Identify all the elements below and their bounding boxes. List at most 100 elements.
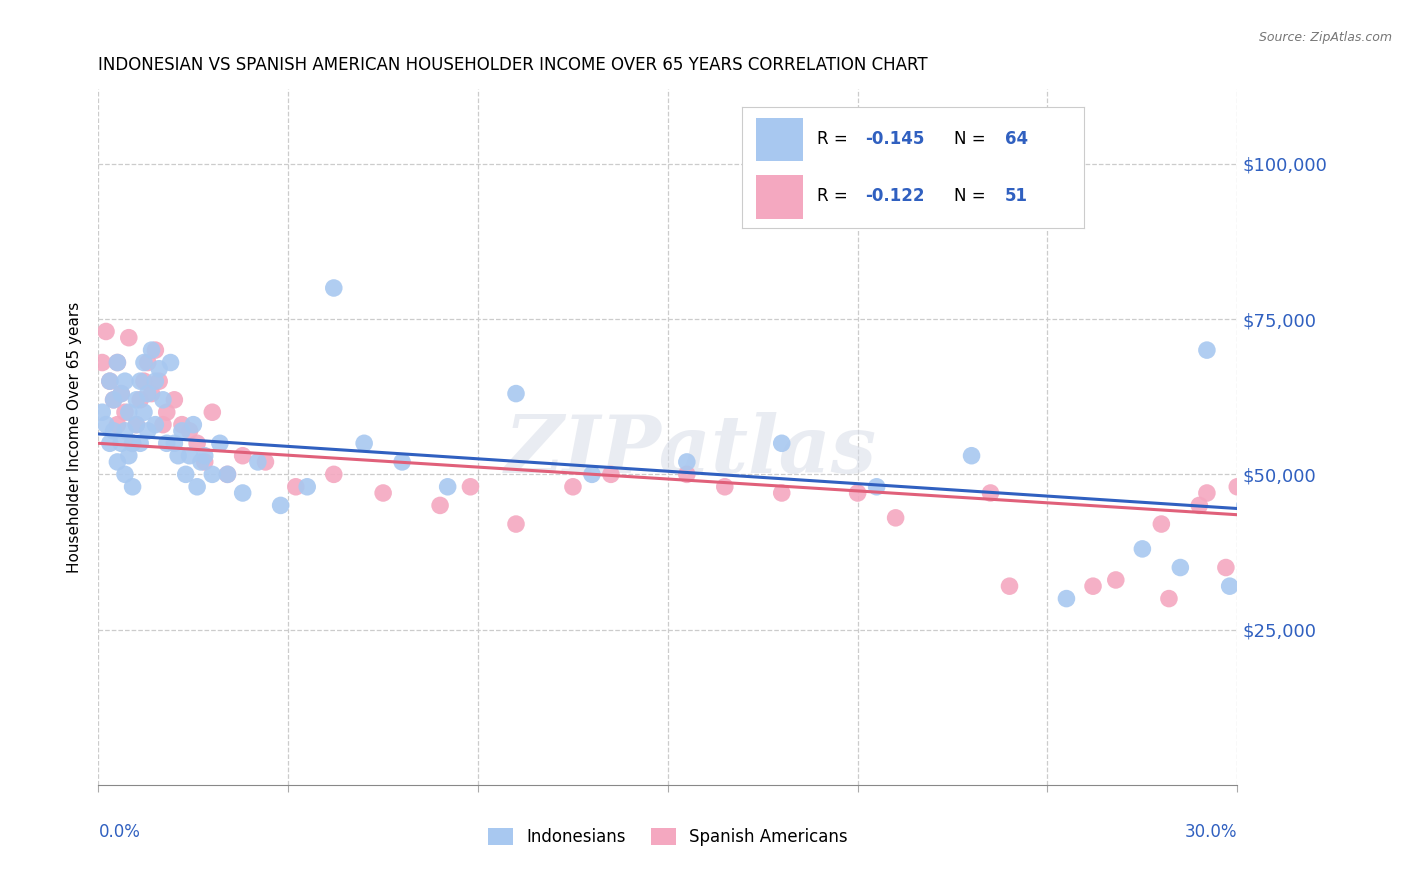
Point [91, 405, 114, 419]
Point [170, 424, 193, 438]
Point [186, 436, 208, 450]
Point [159, 355, 181, 369]
Point [1132, 541, 1154, 556]
Point [714, 480, 737, 494]
Point [129, 436, 152, 450]
Point [136, 386, 159, 401]
Point [676, 467, 699, 482]
Point [125, 417, 148, 432]
Point [103, 392, 125, 407]
Point [107, 355, 129, 369]
Point [1081, 579, 1104, 593]
Point [114, 405, 136, 419]
Point [186, 480, 208, 494]
Point [132, 355, 155, 369]
Point [884, 511, 907, 525]
Point [98, 374, 121, 388]
Point [98, 374, 121, 388]
Point [232, 486, 254, 500]
Point [600, 467, 623, 482]
Point [190, 455, 212, 469]
Point [270, 499, 292, 513]
Point [194, 449, 217, 463]
Point [322, 467, 344, 482]
Point [246, 455, 269, 469]
Point [132, 374, 155, 388]
Point [322, 281, 344, 295]
Point [136, 424, 159, 438]
Point [770, 486, 793, 500]
Point [179, 424, 201, 438]
Point [1150, 516, 1173, 531]
Point [107, 355, 129, 369]
Point [505, 386, 527, 401]
Point [174, 467, 197, 482]
Point [676, 455, 699, 469]
Text: ZIPatlas: ZIPatlas [505, 412, 877, 490]
Point [114, 467, 136, 482]
Point [960, 449, 983, 463]
Point [163, 392, 186, 407]
Point [254, 455, 277, 469]
Point [1219, 579, 1241, 593]
Point [136, 355, 159, 369]
Point [94, 417, 117, 432]
Point [121, 480, 143, 494]
Point [103, 424, 125, 438]
Point [391, 455, 413, 469]
Point [145, 343, 167, 357]
Point [194, 455, 217, 469]
Point [118, 331, 141, 345]
Point [148, 361, 170, 376]
Point [163, 436, 186, 450]
Point [562, 480, 585, 494]
Point [125, 417, 148, 432]
Text: 30.0%: 30.0% [1185, 823, 1237, 841]
Point [121, 436, 143, 450]
Point [141, 343, 163, 357]
Point [505, 516, 527, 531]
Point [1195, 343, 1218, 357]
Point [156, 405, 179, 419]
Point [170, 417, 193, 432]
Point [145, 417, 167, 432]
Point [436, 480, 458, 494]
Point [284, 480, 307, 494]
Point [1195, 486, 1218, 500]
Legend: Indonesians, Spanish Americans: Indonesians, Spanish Americans [481, 822, 855, 853]
Point [152, 417, 174, 432]
Point [118, 449, 141, 463]
Point [148, 374, 170, 388]
Point [107, 417, 129, 432]
Point [129, 392, 152, 407]
Point [217, 467, 239, 482]
Text: 0.0%: 0.0% [98, 823, 141, 841]
Point [98, 436, 121, 450]
Point [998, 579, 1021, 593]
Text: INDONESIAN VS SPANISH AMERICAN HOUSEHOLDER INCOME OVER 65 YEARS CORRELATION CHAR: INDONESIAN VS SPANISH AMERICAN HOUSEHOLD… [98, 56, 928, 74]
Point [107, 455, 129, 469]
Point [217, 467, 239, 482]
Point [183, 417, 205, 432]
Point [1226, 480, 1249, 494]
Text: Source: ZipAtlas.com: Source: ZipAtlas.com [1258, 31, 1392, 45]
Y-axis label: Householder Income Over 65 years: Householder Income Over 65 years [67, 301, 83, 573]
Point [152, 392, 174, 407]
Point [121, 436, 143, 450]
Point [141, 386, 163, 401]
Point [1170, 560, 1192, 574]
Point [110, 386, 132, 401]
Point [1233, 499, 1256, 513]
Point [770, 436, 793, 450]
Point [1056, 591, 1078, 606]
Point [1215, 560, 1237, 574]
Point [179, 449, 201, 463]
Point [110, 436, 132, 450]
Point [103, 392, 125, 407]
Point [114, 424, 136, 438]
Point [1188, 499, 1211, 513]
Point [979, 486, 1001, 500]
Point [371, 486, 394, 500]
Point [125, 392, 148, 407]
Point [156, 436, 179, 450]
